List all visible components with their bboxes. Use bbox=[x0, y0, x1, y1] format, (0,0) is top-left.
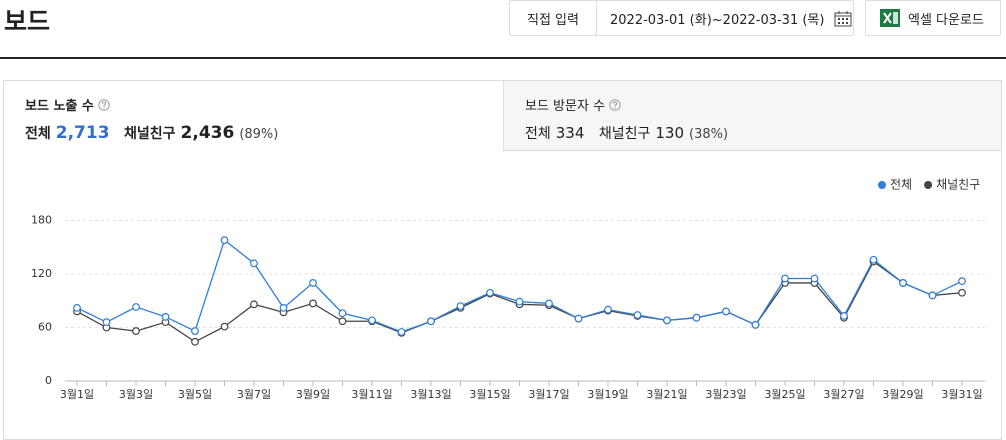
x-tick-label: 3월1일 bbox=[60, 387, 94, 401]
date-picker[interactable]: 직접 입력 2022-03-01 (화)~2022-03-31 (목) bbox=[509, 0, 854, 36]
data-point bbox=[191, 327, 199, 335]
excel-icon bbox=[880, 9, 900, 27]
x-tick-label: 3월13일 bbox=[410, 387, 451, 401]
data-point bbox=[279, 303, 288, 312]
y-tick-label: 180 bbox=[31, 214, 52, 227]
tab-title: 보드 방문자 수 bbox=[525, 99, 606, 114]
date-mode[interactable]: 직접 입력 bbox=[510, 1, 597, 35]
data-point bbox=[545, 299, 553, 308]
total-value: 334 bbox=[555, 124, 585, 142]
data-point bbox=[692, 313, 701, 322]
excel-download[interactable]: 엑셀 다운로드 bbox=[865, 0, 1001, 36]
data-point bbox=[810, 274, 819, 283]
tab[interactable]: 보드 노출 수 전체 2,713 채널친구 2,436 (89%) bbox=[4, 81, 503, 151]
legend-label: 전체 bbox=[890, 178, 912, 192]
data-point bbox=[191, 337, 199, 346]
total-value: 2,713 bbox=[55, 123, 110, 143]
data-point bbox=[309, 299, 317, 308]
x-tick-label: 3월15일 bbox=[469, 387, 510, 401]
data-point bbox=[250, 300, 258, 309]
series-line bbox=[76, 239, 963, 333]
x-tick-label: 3월25일 bbox=[764, 387, 805, 401]
data-point bbox=[486, 288, 494, 297]
data-point bbox=[132, 303, 140, 311]
data-point bbox=[456, 302, 465, 311]
data-point bbox=[928, 291, 937, 300]
data-point bbox=[338, 309, 347, 318]
help-icon[interactable] bbox=[98, 98, 110, 111]
data-point bbox=[309, 279, 317, 287]
data-point bbox=[338, 317, 347, 326]
x-tick-label: 3월3일 bbox=[119, 387, 153, 401]
data-point bbox=[102, 318, 111, 327]
data-point bbox=[633, 311, 642, 319]
x-tick-label: 3월23일 bbox=[705, 387, 746, 401]
data-point bbox=[869, 255, 878, 264]
calendar-icon bbox=[834, 10, 852, 26]
y-tick-label: 60 bbox=[38, 321, 52, 334]
tab[interactable]: 보드 방문자 수 전체 334 채널친구 130 (38%) bbox=[503, 81, 1001, 151]
data-point bbox=[397, 328, 406, 336]
data-point bbox=[220, 322, 229, 331]
friend-value: 2,436 bbox=[180, 123, 235, 143]
data-point bbox=[368, 316, 376, 325]
data-point bbox=[132, 327, 140, 335]
total-label: 전체 bbox=[25, 126, 51, 142]
x-tick-label: 3월21일 bbox=[646, 387, 687, 401]
friend-value: 130 bbox=[655, 124, 685, 142]
data-point bbox=[574, 314, 583, 323]
x-tick-label: 3월5일 bbox=[178, 387, 212, 401]
data-point bbox=[604, 305, 612, 314]
data-point bbox=[427, 317, 435, 326]
friend-ratio: (89%) bbox=[239, 127, 279, 142]
x-tick-label: 3월29일 bbox=[882, 387, 923, 401]
legend-label: 채널친구 bbox=[936, 178, 980, 192]
friend-ratio: (38%) bbox=[689, 127, 729, 142]
total-label: 전체 bbox=[525, 126, 551, 142]
x-tick-label: 3월11일 bbox=[351, 387, 392, 401]
x-tick-label: 3월31일 bbox=[941, 387, 982, 401]
page-title: 보드 bbox=[4, 7, 51, 36]
data-point bbox=[250, 259, 258, 268]
excel-label: 엑셀 다운로드 bbox=[908, 12, 984, 28]
data-point bbox=[899, 279, 907, 287]
y-tick-label: 0 bbox=[45, 374, 52, 387]
data-point bbox=[840, 312, 848, 320]
y-tick-label: 120 bbox=[31, 267, 52, 280]
x-tick-label: 3월7일 bbox=[237, 387, 271, 401]
x-tick-label: 3월17일 bbox=[528, 387, 569, 401]
data-point bbox=[781, 274, 789, 283]
data-point bbox=[751, 320, 760, 329]
tab-title: 보드 노출 수 bbox=[25, 99, 94, 114]
friend-label: 채널친구 bbox=[598, 126, 651, 142]
data-point bbox=[73, 303, 81, 312]
data-point bbox=[958, 288, 966, 297]
data-point bbox=[722, 307, 730, 316]
chart: 0 60 120 180 3월1일 3월3일 3월5일 3월7일 3월9일 3월11일 3월13일 3… bbox=[31, 178, 985, 401]
data-point bbox=[958, 277, 966, 286]
x-tick-label: 3월19일 bbox=[587, 387, 628, 401]
x-tick-label: 3월27일 bbox=[823, 387, 864, 401]
data-point bbox=[161, 312, 170, 321]
data-point bbox=[515, 297, 524, 306]
legend-marker bbox=[878, 181, 886, 189]
friend-label: 채널친구 bbox=[124, 126, 176, 142]
date-range: 2022-03-01 (화)~2022-03-31 (목) bbox=[610, 12, 825, 28]
help-icon[interactable] bbox=[609, 98, 621, 111]
legend-marker bbox=[924, 181, 933, 189]
x-tick-label: 3월9일 bbox=[296, 387, 330, 401]
data-point bbox=[220, 236, 229, 245]
divider bbox=[0, 57, 1006, 59]
data-point bbox=[663, 316, 671, 325]
